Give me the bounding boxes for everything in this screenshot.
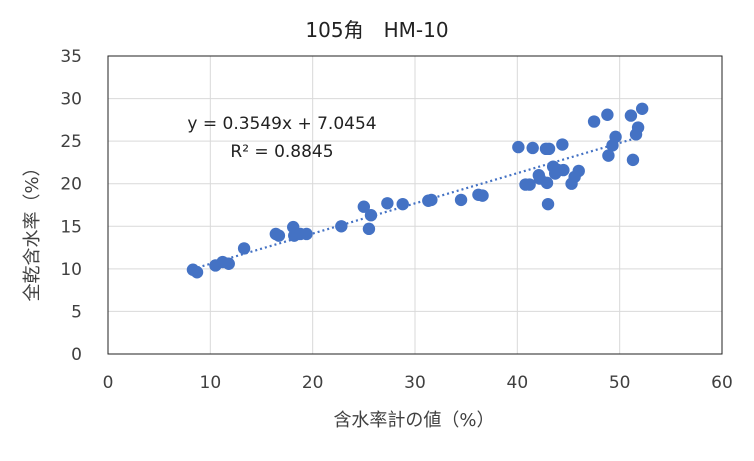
data-points (186, 102, 649, 279)
tick-labels: 0 10 20 30 40 50 60 0 5 10 15 20 25 30 35 (60, 47, 732, 393)
y-tick-label: 0 (71, 345, 82, 365)
data-point (272, 229, 286, 242)
y-tick-label: 5 (71, 302, 82, 322)
x-tick-label: 10 (200, 373, 222, 393)
x-tick-label: 0 (103, 373, 114, 393)
trendline-group (192, 134, 644, 270)
data-point (222, 257, 235, 270)
data-point (631, 121, 645, 134)
data-point (572, 164, 585, 178)
data-point (556, 138, 569, 151)
data-point (609, 130, 622, 144)
y-tick-label: 35 (60, 47, 82, 67)
data-point (542, 142, 556, 156)
data-point (602, 149, 615, 162)
data-point (381, 197, 394, 210)
x-tick-label: 40 (507, 373, 529, 393)
data-point (626, 153, 640, 167)
y-tick-label: 25 (60, 132, 82, 152)
y-tick-label: 20 (60, 175, 82, 195)
data-point (362, 222, 376, 236)
x-tick-label: 20 (302, 373, 324, 393)
trendline-equation: y = 0.3549x + 7.0454 (187, 114, 376, 134)
data-point (454, 193, 468, 207)
data-point (541, 197, 555, 211)
y-tick-label: 30 (60, 90, 82, 110)
data-point (364, 209, 378, 222)
data-point (396, 197, 409, 211)
y-tick-label: 15 (60, 217, 82, 237)
y-axis-title: 全乾含水率（%） (22, 158, 43, 301)
data-point (526, 141, 539, 155)
gridlines (108, 56, 722, 354)
data-point (635, 102, 649, 115)
data-point (624, 109, 638, 122)
data-point (523, 178, 536, 191)
plot-area-frame (107, 55, 723, 355)
data-point (237, 242, 251, 255)
data-point (357, 200, 371, 213)
x-axis-title: 含水率計の値（%） (333, 410, 494, 431)
data-point (512, 140, 525, 154)
data-point (587, 115, 601, 128)
data-point (476, 189, 489, 202)
x-tick-label: 50 (609, 373, 631, 393)
chart-title: 105角 HM-10 (305, 18, 448, 42)
trendline-r-squared: R² = 0.8845 (230, 142, 333, 162)
data-point (557, 163, 570, 177)
data-point (335, 220, 348, 233)
data-point (190, 266, 204, 279)
y-tick-label: 10 (60, 260, 82, 280)
x-tick-label: 60 (711, 373, 733, 393)
data-point (300, 227, 313, 241)
data-point (540, 176, 554, 190)
data-point (601, 108, 614, 121)
x-tick-label: 30 (404, 373, 426, 393)
data-point (425, 193, 438, 207)
linear-trendline (192, 134, 644, 270)
